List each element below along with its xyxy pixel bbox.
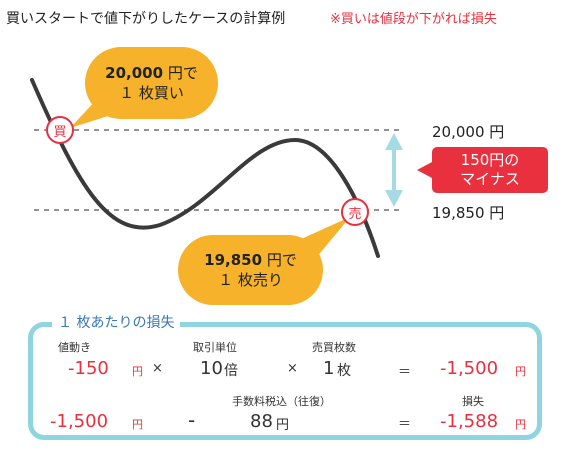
start-unit: 円 <box>132 418 143 431</box>
trade-unit-value: 10 <box>200 358 223 379</box>
result-value: -1,500 <box>440 358 499 379</box>
sell-quantity: １ 枚売り <box>218 271 283 289</box>
loss-panel-title: １ 枚あたりの損失 <box>52 312 181 332</box>
buy-marker-circle <box>46 116 74 144</box>
lots-value: 1 <box>323 358 335 379</box>
minus-amount: 150円の <box>460 151 520 169</box>
price-curve <box>30 78 380 258</box>
fee-unit: 円 <box>276 418 290 433</box>
result-unit: 円 <box>515 365 526 378</box>
price-high-label: 20,000 円 <box>432 123 505 141</box>
sell-bubble-text: 19,850 円で １ 枚売り <box>178 250 323 290</box>
minus-operator: - <box>188 408 196 432</box>
buy-bubble-text: 20,000 円で １ 枚買い <box>85 63 218 103</box>
label-loss: 損失 <box>462 395 484 408</box>
move-unit: 円 <box>132 365 143 378</box>
label-trade-unit: 取引単位 <box>193 341 237 354</box>
buy-amount: 20,000 <box>105 64 164 82</box>
times-operator: × <box>287 361 298 376</box>
label-price-move: 値動き <box>58 341 91 354</box>
move-value: -150 <box>68 358 109 379</box>
equals-operator: ＝ <box>398 417 412 432</box>
sell-bubble <box>178 217 350 305</box>
page-title: 買いスタートで値下がりしたケースの計算例 <box>6 11 286 27</box>
start-value: -1,500 <box>50 411 109 432</box>
buy-marker: 買 <box>53 125 67 140</box>
lots-suffix: 枚 <box>337 363 351 379</box>
buy-amount-unit: 円で <box>163 64 198 82</box>
buy-bubble <box>70 47 218 128</box>
sell-marker-circle <box>341 198 369 226</box>
minus-word: マイナス <box>460 170 520 188</box>
buy-quantity: １ 枚買い <box>119 84 184 102</box>
sell-marker: 売 <box>348 207 362 222</box>
sell-amount: 19,850 <box>204 251 263 269</box>
minus-callout-text: 150円の マイナス <box>432 151 548 189</box>
label-fee: 手数料税込（往復） <box>232 395 331 408</box>
price-low-label: 19,850 円 <box>432 204 505 222</box>
trade-unit-suffix: 倍 <box>224 363 238 379</box>
loss-note: ※買いは値段が下がれば損失 <box>330 12 497 27</box>
fee-value: 88 <box>250 411 273 432</box>
loss-panel <box>28 322 542 440</box>
sell-amount-unit: 円で <box>262 251 297 269</box>
difference-arrow <box>385 133 403 207</box>
equals-operator: ＝ <box>398 365 412 380</box>
loss-unit: 円 <box>515 418 526 431</box>
loss-value: -1,588 <box>440 411 499 432</box>
times-operator: × <box>152 361 163 376</box>
label-lots: 売買枚数 <box>312 341 356 354</box>
price-chart <box>30 47 548 305</box>
minus-callout <box>417 147 548 193</box>
